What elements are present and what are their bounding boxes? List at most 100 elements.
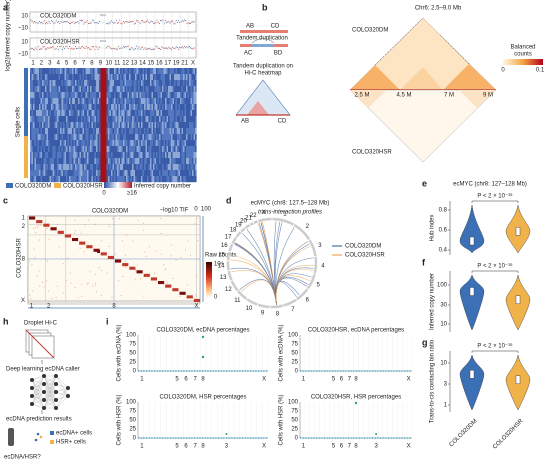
decoration [112, 116, 115, 123]
decoration [48, 170, 50, 177]
decoration [162, 128, 164, 135]
decoration [158, 23, 160, 25]
decoration [142, 170, 145, 177]
decoration [163, 116, 166, 123]
decoration [126, 80, 128, 87]
decoration [189, 116, 191, 123]
decoration [30, 386, 34, 390]
decoration [147, 140, 149, 147]
decoration [172, 98, 175, 105]
decoration [186, 140, 188, 147]
decoration [190, 254, 192, 256]
decoration [85, 152, 88, 159]
decoration [180, 140, 182, 147]
decoration [55, 80, 58, 87]
segment-label: CD [278, 119, 287, 125]
decoration [67, 86, 70, 93]
decoration [42, 116, 44, 123]
decoration [115, 140, 118, 147]
decoration [162, 170, 164, 177]
decoration [192, 116, 194, 123]
decoration [111, 80, 113, 87]
tick-label: 0 [133, 369, 137, 375]
decoration [79, 170, 82, 177]
decoration [97, 48, 99, 50]
decoration [112, 98, 115, 105]
decoration [163, 104, 166, 111]
decoration [150, 74, 152, 81]
decoration [153, 146, 155, 153]
decoration [36, 275, 38, 277]
decoration [91, 86, 94, 93]
decoration [43, 98, 46, 105]
decoration [171, 86, 173, 93]
decoration [163, 164, 166, 171]
decoration [124, 110, 127, 117]
p-value: P < 2 × 10⁻¹⁶ [477, 343, 513, 350]
p-value: P < 2 × 10⁻¹⁶ [477, 193, 513, 200]
chromosome-label: 13 [131, 61, 138, 67]
panel-label: b [262, 2, 268, 12]
decoration [61, 164, 64, 171]
decoration [52, 46, 54, 48]
decoration [78, 146, 80, 153]
decoration [85, 140, 88, 147]
decoration [184, 128, 187, 135]
decoration [135, 270, 137, 272]
decoration [75, 158, 77, 165]
decoration [97, 74, 100, 81]
decoration [130, 116, 133, 123]
decoration [33, 74, 35, 81]
decoration [127, 45, 129, 47]
decoration [141, 110, 143, 117]
decoration [163, 152, 166, 159]
decoration [97, 23, 99, 25]
decoration [46, 152, 49, 159]
decoration [153, 86, 155, 93]
decoration [87, 74, 89, 81]
tick-label: 2 [47, 304, 51, 310]
decoration [93, 68, 95, 75]
decoration [60, 158, 62, 165]
decoration [73, 68, 76, 75]
decoration [79, 104, 82, 111]
decoration [186, 158, 188, 165]
decoration [122, 21, 124, 23]
decoration [88, 170, 91, 177]
decoration [150, 170, 152, 177]
decoration [70, 80, 73, 87]
decoration [109, 176, 112, 183]
decoration [183, 170, 185, 177]
decoration [78, 104, 80, 111]
decoration [111, 74, 113, 81]
decoration [76, 164, 79, 171]
decoration [129, 152, 131, 159]
chromosome-label: 16 [156, 61, 163, 67]
decoration [160, 116, 163, 123]
decoration [175, 164, 178, 171]
decoration [178, 104, 181, 111]
decoration [129, 86, 131, 93]
decoration [148, 246, 150, 248]
decoration [148, 92, 151, 99]
decoration [74, 220, 76, 222]
decoration [168, 152, 170, 159]
decoration [145, 176, 148, 183]
decoration [100, 170, 103, 177]
decoration [58, 110, 61, 117]
decoration [180, 257, 182, 259]
chromosome-label: 7 [82, 61, 86, 67]
decoration [46, 98, 49, 105]
decoration [6, 183, 13, 188]
decoration [143, 295, 145, 297]
decoration [116, 48, 118, 50]
decoration [123, 158, 125, 165]
decoration [169, 86, 172, 93]
decoration [172, 277, 174, 279]
decoration [43, 68, 46, 75]
decoration [144, 116, 146, 123]
decoration [184, 68, 187, 75]
decoration [96, 86, 98, 93]
decoration [52, 86, 55, 93]
decoration [129, 74, 131, 81]
